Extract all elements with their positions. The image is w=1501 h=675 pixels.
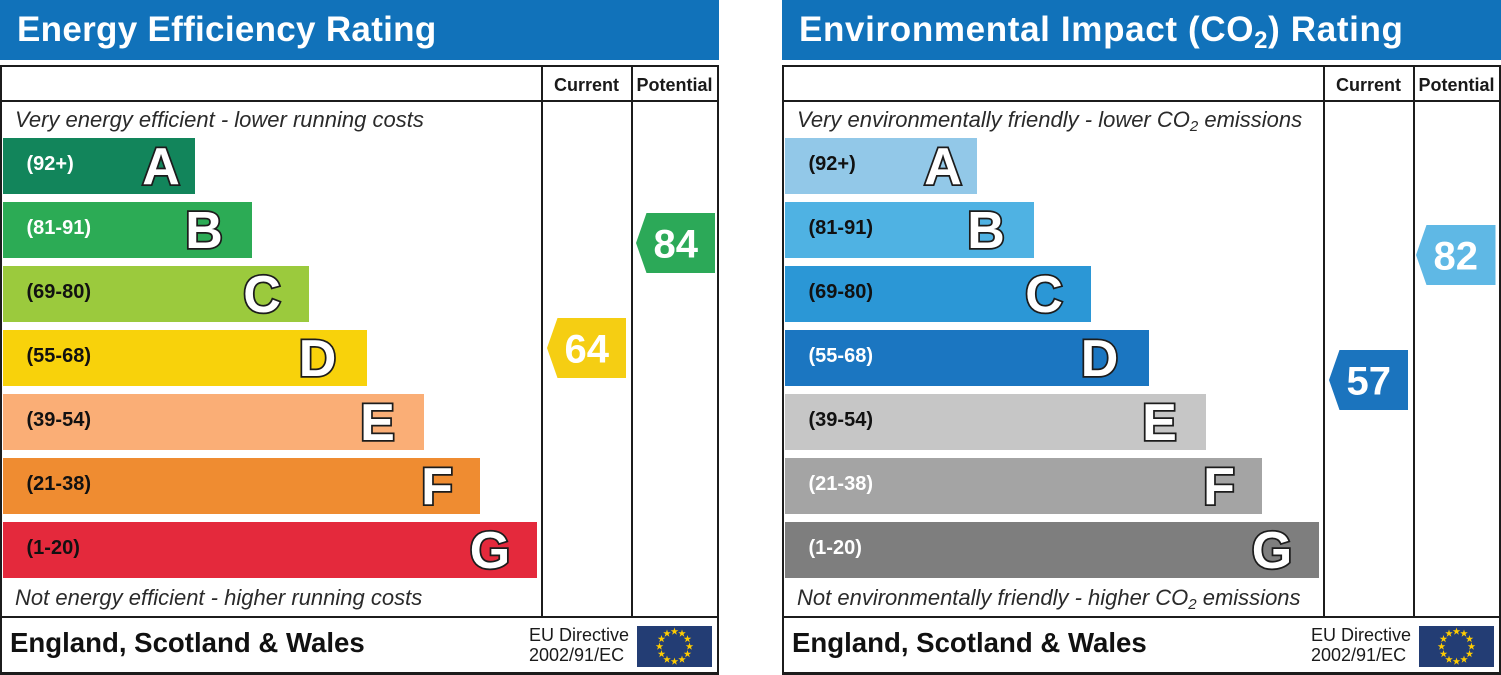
svg-text:C: C — [243, 266, 281, 324]
svg-text:G: G — [1252, 522, 1292, 580]
svg-text:A: A — [142, 138, 180, 196]
svg-text:E: E — [1142, 394, 1177, 452]
svg-text:G: G — [470, 522, 510, 580]
svg-text:F: F — [1203, 458, 1235, 516]
svg-text:E: E — [360, 394, 395, 452]
svg-text:F: F — [421, 458, 453, 516]
svg-text:D: D — [299, 330, 337, 388]
svg-text:B: B — [967, 202, 1005, 260]
svg-text:D: D — [1081, 330, 1119, 388]
svg-text:64: 64 — [564, 327, 609, 371]
svg-text:A: A — [924, 138, 962, 196]
svg-text:82: 82 — [1434, 234, 1479, 278]
svg-text:C: C — [1025, 266, 1063, 324]
svg-text:84: 84 — [653, 222, 698, 266]
svg-text:B: B — [185, 202, 223, 260]
svg-text:57: 57 — [1346, 359, 1391, 403]
